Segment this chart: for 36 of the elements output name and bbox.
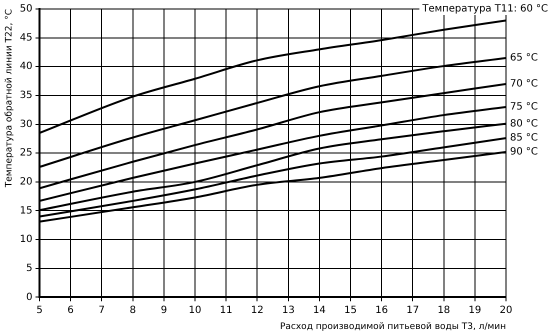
x-tick-label: 11 [220,304,232,316]
x-tick-label: 16 [375,304,388,316]
x-tick-label: 12 [250,304,264,316]
x-tick-label: 14 [313,304,326,316]
y-tick-label: 25 [20,148,33,159]
x-tick-label: 13 [282,304,295,316]
x-tick-label: 8 [130,304,136,316]
y-tick-label: 20 [20,176,33,188]
y-axis-title: Температура обратной линии Т22, °C [4,9,15,188]
y-tick-label: 10 [20,234,33,246]
y-tick-label: 35 [20,90,33,102]
series-label: Температура Т11: 60 °C [421,4,548,15]
x-axis-title: Расход производимой питьевой воды Т3, л/мин [280,322,506,332]
x-tick-label: 18 [437,304,450,316]
y-tick-label: 50 [20,4,33,15]
x-tick-label: 20 [500,304,512,316]
series-label: 75 °C [510,102,538,113]
y-tick-label: 45 [20,32,33,44]
y-tick-label: 30 [20,118,33,130]
x-tick-label: 17 [406,304,420,316]
x-tick-label: 6 [67,304,74,316]
x-tick-label: 7 [98,304,105,316]
y-tick-label: 15 [20,205,33,216]
series-label: 70 °C [510,78,538,90]
series-label: 65 °C [510,52,538,64]
series-label: 80 °C [510,118,538,130]
x-tick-label: 5 [36,304,43,316]
x-tick-label: 9 [160,304,168,316]
x-tick-label: 10 [188,304,202,316]
series-label: 85 °C [510,132,538,144]
y-tick-label: 0 [26,292,33,303]
x-tick-label: 15 [344,304,357,316]
y-tick-label: 5 [26,262,33,274]
series-label: 90 °C [510,146,538,158]
y-tick-label: 40 [20,61,33,72]
x-tick-label: 19 [468,304,482,316]
